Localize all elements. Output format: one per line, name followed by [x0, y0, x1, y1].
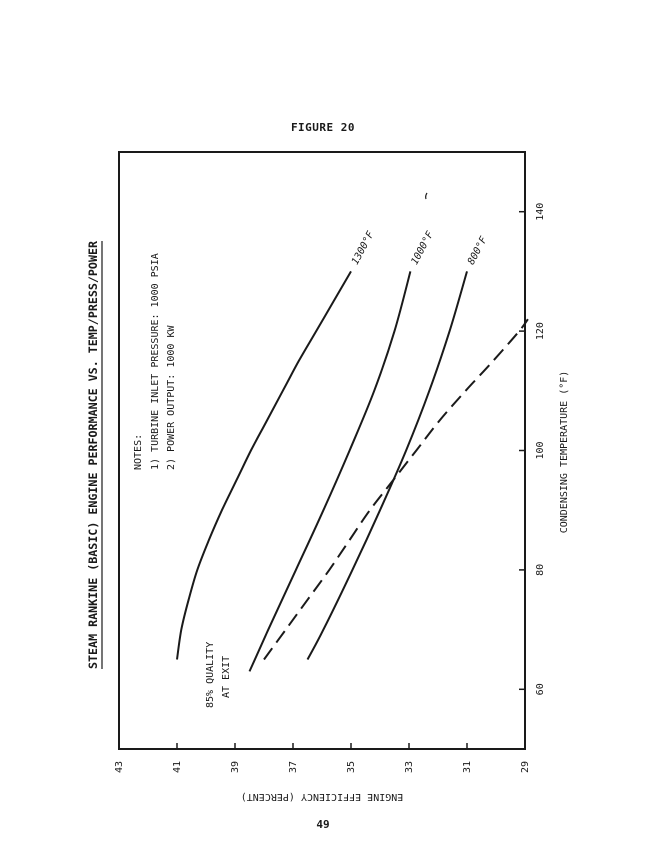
x-tick-label: 60: [535, 683, 546, 695]
figure-label: FIGURE 20: [290, 121, 356, 134]
quality-annotation: 85% QUALITY AT EXIT: [205, 642, 232, 708]
stray-mark: [425, 192, 428, 200]
x-tick-label: 100: [535, 441, 546, 459]
curve-label: 1000°F: [409, 229, 436, 267]
curve-label: 1300°F: [350, 229, 377, 267]
page-number: 49: [316, 818, 330, 831]
x-tick-label: 120: [535, 322, 546, 340]
y-tick-label: 43: [114, 761, 125, 773]
notes-block: NOTES: 1) TURBINE INLET PRESSURE: 1000 P…: [133, 253, 177, 470]
y-tick-label: 33: [404, 761, 415, 773]
ticks-layer: 60 80 100 120 140 43 41 39 37 35 33 31 29: [114, 203, 546, 773]
series-layer: [176, 270, 529, 672]
plot-frame: [118, 151, 526, 750]
note-item: 2) POWER OUTPUT: 1000 KW: [166, 325, 177, 470]
notes-heading: NOTES:: [133, 434, 144, 470]
y-tick-label: 39: [230, 761, 241, 773]
quality-annotation-line: 85% QUALITY: [205, 642, 216, 708]
x-tick-label: 80: [535, 564, 546, 576]
y-axis-title: ENGINE EFFICIENCY (PERCENT): [241, 791, 404, 802]
series-line: [176, 270, 352, 660]
note-item: 1) TURBINE INLET PRESSURE: 1000 PSIA: [150, 253, 161, 470]
y-tick-label: 29: [520, 761, 531, 773]
series-line: [248, 271, 412, 672]
curve-labels-layer: 1300°F 1000°F 800°F: [350, 229, 490, 267]
x-axis-title: CONDENSING TEMPERATURE (°F): [559, 371, 570, 534]
y-tick-label: 37: [288, 761, 299, 773]
curve-label: 800°F: [466, 234, 490, 267]
chart-title: STEAM RANKINE (BASIC) ENGINE PERFORMANCE…: [86, 241, 100, 669]
quality-annotation-line: AT EXIT: [221, 656, 232, 698]
x-tick-label: 140: [535, 203, 546, 221]
chart-title-group: STEAM RANKINE (BASIC) ENGINE PERFORMANCE…: [86, 241, 103, 669]
y-tick-label: 41: [172, 761, 183, 773]
y-tick-label: 31: [462, 761, 473, 773]
y-tick-label: 35: [346, 761, 357, 773]
series-line: [306, 271, 468, 660]
series-line: [263, 318, 529, 661]
